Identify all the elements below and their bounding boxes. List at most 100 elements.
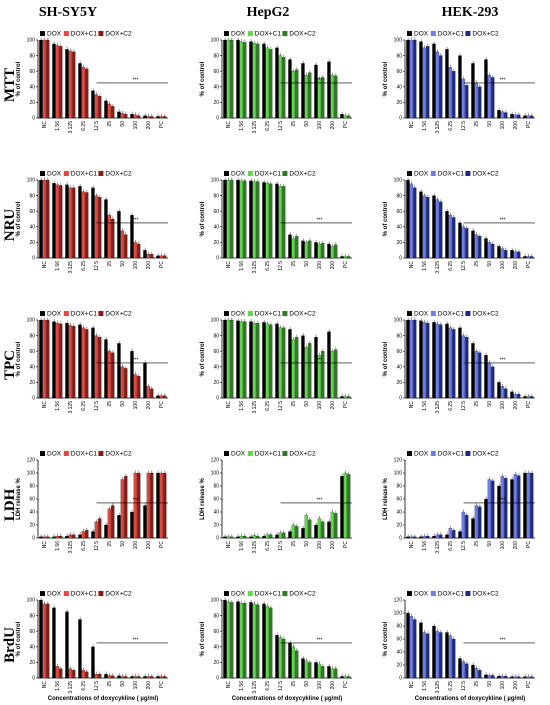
y-axis-label: % of control	[200, 61, 206, 96]
bar	[432, 195, 436, 259]
bar	[314, 524, 318, 539]
bar	[474, 668, 478, 679]
y-tick-label: 80	[29, 484, 35, 490]
bar	[321, 77, 325, 119]
legend-swatch	[40, 591, 45, 596]
y-tick-label: 40	[213, 510, 219, 516]
bar	[317, 78, 321, 119]
x-tick-label: 200	[513, 541, 519, 550]
bar	[500, 675, 504, 679]
legend-label: DOX+C2	[472, 311, 499, 318]
x-tick-label: NC	[226, 121, 232, 129]
bar	[439, 55, 443, 119]
bar	[159, 472, 163, 539]
y-tick-label: 20	[396, 663, 402, 669]
x-tick-label: 3.125	[435, 401, 441, 414]
x-tick-label: 50	[304, 401, 310, 407]
bar	[321, 243, 325, 259]
x-tick-label: 6.25	[265, 681, 271, 691]
chart-panel-mtt-hek-293: DOX DOX+C1 DOX+C2 0 20 40 60 80 100 % of control N…	[383, 31, 535, 134]
bar	[72, 534, 76, 539]
y-tick-label: 60	[396, 209, 402, 215]
bar	[137, 376, 141, 399]
bar	[413, 187, 417, 259]
legend-swatch	[40, 31, 45, 36]
bar	[91, 646, 95, 679]
legend-swatch	[224, 171, 229, 176]
x-tick-label: 3.125	[68, 261, 74, 274]
bar	[504, 250, 508, 259]
bar	[530, 396, 534, 399]
significance-label: ***	[500, 357, 506, 363]
legend-swatch	[98, 171, 104, 176]
bar	[343, 115, 347, 119]
bar	[461, 661, 465, 679]
bar	[117, 515, 121, 539]
y-tick-label: 20	[29, 240, 35, 246]
bar	[163, 395, 167, 399]
legend-label: DOX	[414, 591, 429, 598]
legend-swatch	[282, 31, 288, 36]
bar	[85, 329, 89, 399]
y-axis-label: % of control	[16, 621, 22, 656]
legend-label: DOX	[47, 31, 62, 38]
legend-label: DOX	[231, 171, 246, 178]
bar	[452, 530, 456, 539]
chart-panel-tpc-hek-293: DOX DOX+C1 DOX+C2 0 20 40 60 80 100 % of control N…	[383, 311, 535, 414]
bar	[94, 673, 98, 679]
legend-swatch	[247, 311, 253, 316]
bar	[262, 322, 266, 399]
bar	[497, 382, 501, 399]
y-axis-label: % of control	[200, 201, 206, 236]
y-tick-label: 60	[29, 629, 35, 635]
significance-label: ***	[317, 217, 323, 223]
y-axis-label: % of control	[16, 61, 22, 96]
y-tick-label: 0	[399, 536, 402, 542]
bar	[117, 111, 121, 119]
bar	[120, 366, 124, 399]
bar	[513, 676, 517, 679]
x-tick-label: 12.5	[461, 261, 467, 271]
legend-label: DOX	[231, 591, 246, 598]
x-tick-label: PC	[526, 121, 532, 128]
bar	[265, 47, 269, 119]
bar	[42, 603, 46, 679]
x-tick-label: 1.56	[422, 681, 428, 691]
bar	[230, 319, 234, 399]
bar	[343, 396, 347, 399]
x-tick-label: NC	[42, 681, 48, 689]
x-tick-label: 50	[304, 261, 310, 267]
x-tick-label: PC	[159, 401, 165, 408]
bar	[265, 323, 269, 399]
bar	[262, 43, 266, 119]
significance-label: ***	[500, 77, 506, 83]
x-tick-label: 50	[120, 121, 126, 127]
column-title-hek-293: HEK-293	[442, 5, 499, 20]
bar	[150, 388, 154, 399]
bar	[256, 604, 260, 679]
bar	[278, 55, 282, 119]
bar	[471, 664, 475, 679]
significance-label: ***	[133, 217, 139, 223]
bar	[458, 327, 462, 399]
legend-label: DOX+C1	[438, 451, 465, 458]
significance-label: ***	[500, 497, 506, 503]
bar	[471, 230, 475, 259]
bar	[52, 607, 56, 679]
bar	[39, 319, 43, 399]
x-tick-label: 200	[330, 261, 336, 270]
bar	[39, 536, 43, 539]
bar	[487, 362, 491, 399]
bar	[330, 351, 334, 399]
x-tick-label: 12.5	[94, 261, 100, 271]
bar	[163, 472, 167, 539]
bar	[301, 63, 305, 119]
bar	[42, 179, 46, 259]
bar	[445, 323, 449, 399]
bar	[133, 114, 137, 119]
x-tick-label: 50	[120, 261, 126, 267]
bar	[439, 324, 443, 399]
bar	[143, 676, 147, 679]
x-tick-label: 100	[133, 541, 139, 550]
significance-label: ***	[500, 637, 506, 643]
